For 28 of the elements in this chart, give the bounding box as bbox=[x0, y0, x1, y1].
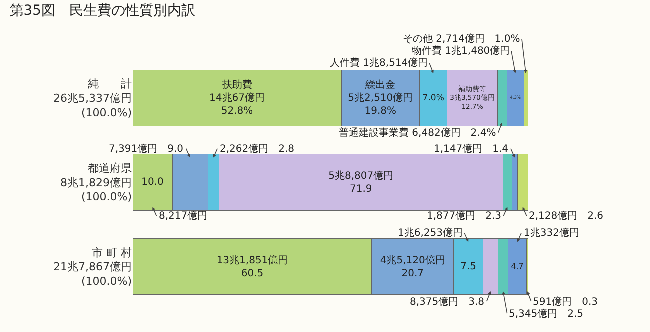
data-label: 繰出金 5兆2,510億円 19.8% bbox=[348, 79, 414, 118]
annotation: 1兆332億円 bbox=[524, 227, 580, 239]
data-label: 5兆8,807億円 71.9 bbox=[328, 170, 394, 195]
annotation: 物件費 1兆1,480億円 bbox=[412, 45, 510, 57]
annotation: 1兆6,253億円 bbox=[398, 227, 463, 239]
annotation: 7,391億円 9.0 bbox=[109, 143, 184, 155]
annotation: 8,375億円 3.8 bbox=[410, 296, 485, 308]
text: 2,128億円 2.6 bbox=[529, 210, 604, 222]
data-label: 7.5 bbox=[460, 261, 477, 272]
data-label: 10.0 bbox=[142, 177, 164, 188]
annotation: 1,877億円 2.3 bbox=[427, 210, 502, 222]
annotation: 8,217億円 bbox=[159, 210, 208, 222]
annotation: 1,147億円 1.4 bbox=[434, 143, 509, 155]
text: その他 2,714億円 1.0% bbox=[403, 33, 520, 45]
y-tick-label: 純 計 26兆5,337億円 (100.0%) bbox=[54, 78, 132, 120]
annotation: 人件費 1兆8,514億円 bbox=[330, 57, 428, 69]
data-label: 4兆5,120億円 20.7 bbox=[380, 254, 446, 280]
chart-title: 第35図 民生費の性質別内訳 bbox=[10, 2, 196, 19]
data-label: 13兆1,851億円 60.5 bbox=[216, 254, 288, 280]
y-tick-label: 市 町 村 21兆7,867億円 (100.0%) bbox=[54, 246, 132, 288]
text: 591億円 0.3 bbox=[533, 296, 598, 308]
annotation: 5,345億円 2.5 bbox=[509, 308, 584, 320]
annotation: 2,262億円 2.8 bbox=[220, 143, 295, 155]
data-label: 4.7 bbox=[511, 262, 524, 271]
annotation: 普通建設事業費 6,482億円 2.4% bbox=[339, 127, 496, 139]
data-label: 7.0% bbox=[422, 93, 444, 104]
y-tick-label: 都道府県 8兆1,829億円 (100.0%) bbox=[60, 162, 132, 204]
data-label: 扶助費 14兆67億円 52.8% bbox=[210, 79, 266, 118]
